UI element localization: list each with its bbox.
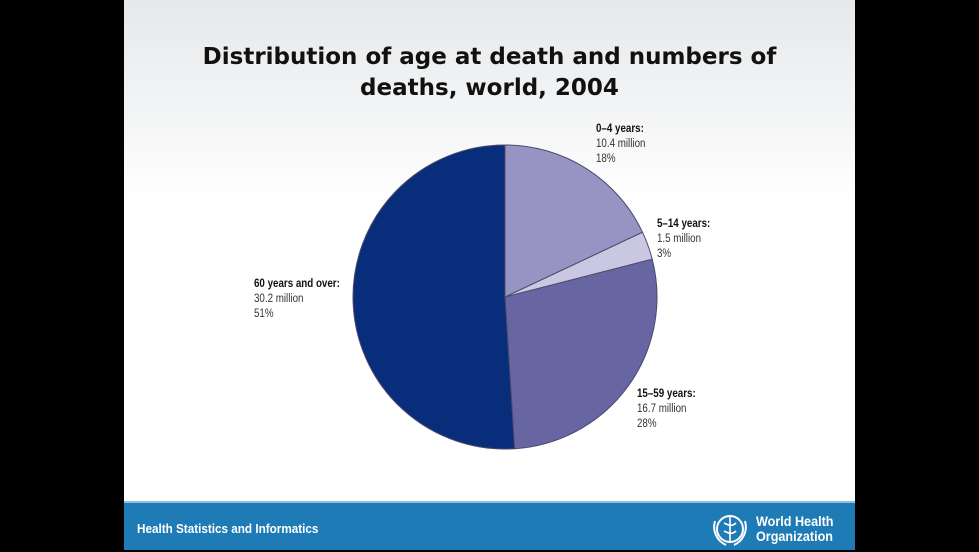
footer-department: Health Statistics and Informatics — [137, 521, 319, 536]
who-logo: World Health Organization — [710, 509, 842, 549]
label-15-59: 15–59 years: 16.7 million 28% — [637, 387, 696, 432]
label-0-4: 0–4 years: 10.4 million 18% — [596, 122, 645, 167]
slice-percent: 28% — [637, 418, 657, 430]
pie-slice-0 — [504, 144, 644, 298]
footer-bar: Health Statistics and Informatics World … — [124, 501, 855, 550]
title-line-1: Distribution of age at death and numbers… — [202, 44, 777, 70]
slice-value: 16.7 million — [637, 403, 687, 415]
slice-label: 0–4 years: — [596, 123, 644, 135]
label-60-plus: 60 years and over: 30.2 million 51% — [254, 277, 340, 322]
title-line-2: deaths, world, 2004 — [360, 75, 619, 101]
slice-percent: 18% — [596, 153, 616, 165]
slice-label: 15–59 years: — [637, 388, 696, 400]
slice-percent: 51% — [254, 308, 274, 320]
slice-percent: 3% — [657, 248, 672, 260]
slice-value: 10.4 million — [596, 138, 646, 150]
who-emblem-icon — [713, 515, 747, 546]
pie-chart — [352, 144, 658, 450]
pie-slice-2 — [504, 258, 658, 450]
slice-value: 30.2 million — [254, 293, 304, 305]
chart-title: Distribution of age at death and numbers… — [124, 42, 855, 104]
slide: Distribution of age at death and numbers… — [124, 0, 855, 550]
slice-label: 5–14 years: — [657, 218, 711, 230]
org-name-line-1: World Health — [756, 513, 834, 529]
label-5-14: 5–14 years: 1.5 million 3% — [657, 217, 710, 262]
pie-slice-3 — [352, 144, 516, 450]
slice-value: 1.5 million — [657, 233, 702, 245]
org-name-line-2: Organization — [756, 528, 834, 544]
slice-label: 60 years and over: — [254, 278, 340, 290]
